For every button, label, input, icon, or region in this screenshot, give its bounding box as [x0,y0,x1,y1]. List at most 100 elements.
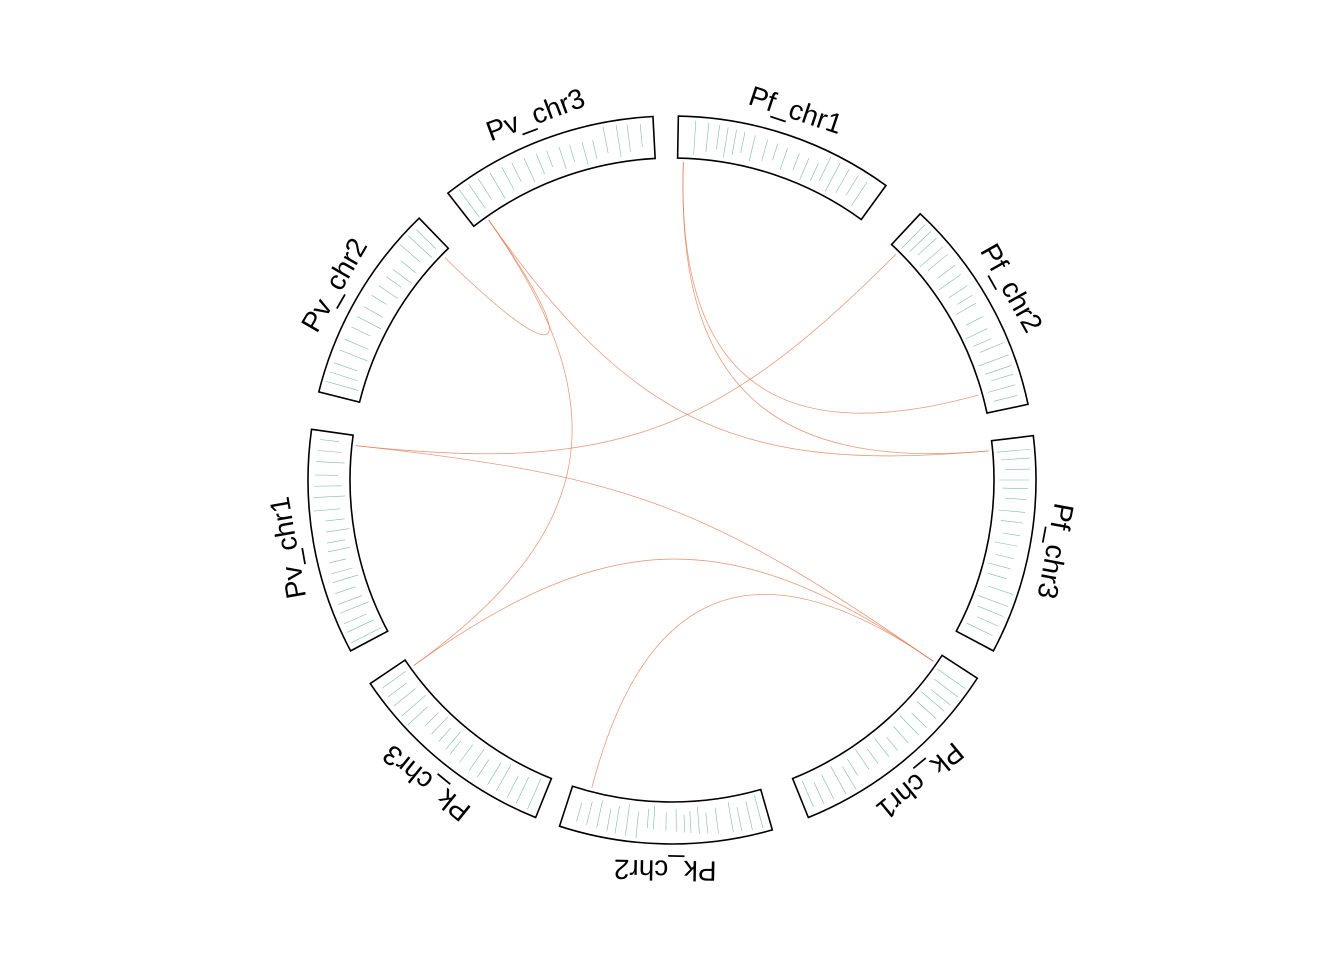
feature-mark [640,124,642,147]
feature-mark [749,135,755,161]
sector-outline [448,116,655,226]
feature-mark [469,749,484,771]
links-layer [356,162,989,788]
feature-mark [1003,533,1020,536]
feature-mark [780,148,788,170]
feature-mark [910,231,931,251]
link-pv-chr3-to-pf-chr3 [489,220,989,456]
sector-label-pv-chr1: Pv_chr1 [264,494,312,601]
link-pv-chr3-to-pk-chr3 [414,220,572,665]
feature-mark [647,809,648,828]
feature-mark [653,806,654,830]
feature-mark [737,807,742,831]
link-pk-chr1-to-pk-chr3 [414,559,934,666]
feature-mark [527,779,541,810]
feature-mark [994,396,1017,402]
feature-mark [408,707,428,725]
feature-mark [347,620,374,632]
feature-mark [326,519,345,521]
feature-mark [512,163,522,182]
sector-label-pf-chr1: Pf_chr1 [745,80,846,140]
feature-mark [746,801,753,830]
feature-mark [379,286,398,299]
feature-mark [800,158,809,180]
feature-mark [439,728,451,742]
sector-pf-chr1 [678,116,886,219]
feature-mark [394,688,415,705]
feature-mark [1002,488,1028,489]
feature-mark [507,776,518,798]
feature-mark [830,766,846,794]
feature-mark [459,190,479,217]
feature-mark [772,144,777,161]
sector-label-pf-chr3: Pf_chr3 [1032,501,1080,602]
feature-mark [357,317,381,329]
feature-mark [978,595,1008,606]
feature-mark [938,669,966,689]
feature-mark [977,617,998,626]
feature-mark [706,812,708,833]
feature-mark [978,355,1008,366]
feature-mark [582,142,588,165]
feature-mark [326,529,350,533]
feature-mark [625,804,629,836]
feature-mark [327,540,345,543]
feature-mark [330,372,358,381]
link-pv-chr3-to-pv-chr2 [445,220,550,335]
labels-layer: Pf_chr1Pf_chr2Pf_chr3Pk_chr1Pk_chr2Pk_ch… [264,80,1080,886]
feature-mark [615,806,619,833]
feature-mark [684,815,685,833]
feature-mark [328,547,350,552]
feature-mark [320,440,339,442]
feature-mark [1005,469,1030,470]
feature-mark [502,167,514,190]
feature-mark [875,739,889,757]
feature-mark [917,702,936,719]
feature-mark [935,679,958,697]
feature-mark [810,163,818,181]
feature-mark [488,763,501,785]
sector-pf-chr2 [892,214,1028,413]
feature-mark [997,449,1031,452]
feature-mark [339,350,367,361]
feature-mark [616,125,621,157]
feature-mark [825,163,840,191]
feature-mark [819,157,831,181]
feature-mark [351,628,381,643]
feature-mark [432,717,448,734]
feature-mark [341,602,369,613]
sector-outline [678,116,886,219]
feature-mark [393,269,412,283]
feature-mark [345,339,369,349]
feature-mark [998,510,1025,512]
sectors-layer [308,116,1036,844]
feature-mark [425,713,439,727]
feature-mark [401,261,416,273]
feature-mark [1006,498,1027,499]
feature-mark [524,158,535,182]
feature-mark [1001,520,1023,523]
feature-mark [386,277,401,288]
feature-mark [694,121,696,155]
feature-mark [852,182,868,206]
feature-mark [316,462,344,463]
feature-mark [814,783,824,804]
feature-mark [333,575,359,583]
sector-outline [956,436,1036,651]
feature-mark [372,295,387,304]
feature-mark [902,224,926,248]
sector-outline [892,214,1028,413]
feature-mark [326,381,359,390]
feature-mark [973,339,991,347]
feature-mark [536,154,544,174]
feature-mark [996,554,1014,558]
feature-mark [400,244,420,261]
sector-pf-chr3 [956,436,1036,651]
feature-mark [577,803,582,822]
feature-mark [516,777,529,804]
sector-outline [308,429,388,651]
feature-mark [364,307,383,318]
feature-mark [607,809,611,832]
feature-mark [716,125,719,150]
feature-mark [822,775,834,800]
